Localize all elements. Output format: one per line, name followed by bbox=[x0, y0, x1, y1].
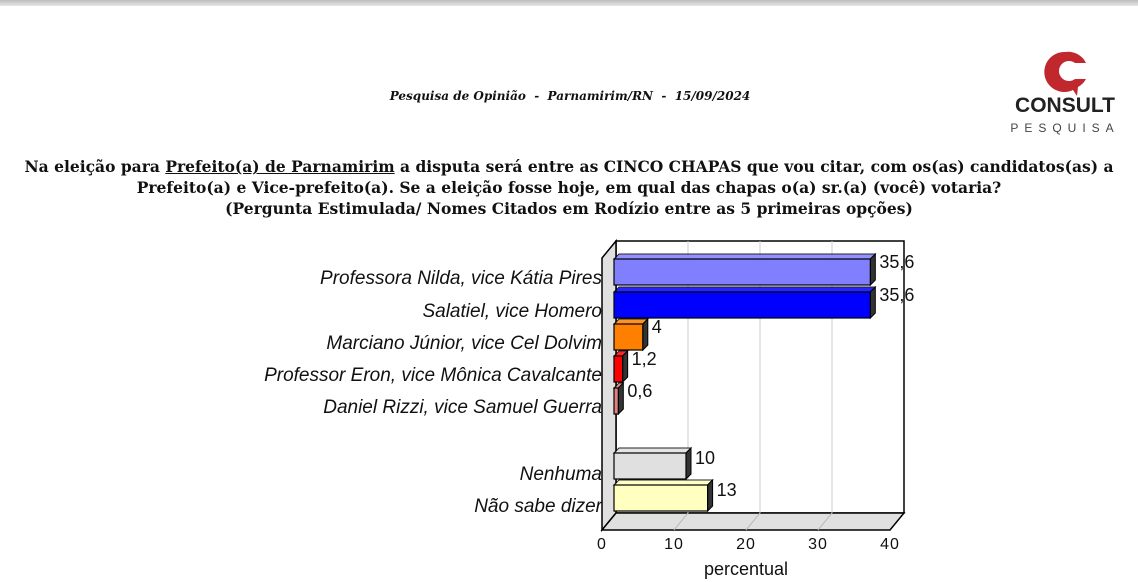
bar-top bbox=[612, 253, 877, 260]
bar bbox=[613, 258, 871, 286]
bar-group bbox=[612, 317, 650, 352]
category-label: Marciano Júnior, vice Cel Dolvim bbox=[326, 333, 602, 354]
category-label: Não sabe dizer bbox=[474, 496, 602, 517]
x-tick-label: 30 bbox=[808, 536, 828, 553]
bar-group bbox=[612, 349, 629, 384]
svg-text:PESQUISA: PESQUISA bbox=[1010, 121, 1119, 135]
category-label: Professora Nilda, vice Kátia Pires bbox=[320, 268, 602, 289]
bar-top bbox=[612, 479, 714, 486]
category-label: Daniel Rizzi, vice Samuel Guerra bbox=[323, 397, 602, 418]
value-label: 1,2 bbox=[632, 349, 657, 369]
svg-text:CONSULT: CONSULT bbox=[1015, 94, 1115, 117]
bar-group bbox=[612, 285, 877, 320]
consult-logo: CONSULT PESQUISA bbox=[1010, 51, 1119, 135]
bar-top bbox=[612, 447, 693, 454]
bar bbox=[613, 355, 624, 383]
bar-group bbox=[612, 446, 693, 481]
x-tick-label: 20 bbox=[736, 536, 756, 553]
bar-group bbox=[612, 252, 877, 287]
category-label: Nenhuma bbox=[520, 464, 602, 485]
x-tick-label: 0 bbox=[597, 536, 607, 553]
value-label: 4 bbox=[652, 317, 662, 337]
value-label: 10 bbox=[695, 448, 715, 468]
value-label: 13 bbox=[717, 480, 737, 500]
value-label: 35,6 bbox=[879, 285, 914, 305]
survey-subtitle: Pesquisa de Opinião - Parnamirim/RN - 15… bbox=[389, 89, 751, 103]
bar-side bbox=[707, 478, 714, 513]
bar-side bbox=[685, 446, 692, 481]
bar bbox=[613, 484, 709, 512]
bar bbox=[613, 323, 644, 351]
floor-gridline bbox=[817, 512, 833, 531]
x-axis-label: percentual bbox=[704, 559, 788, 579]
logo-speech-c-icon bbox=[1044, 51, 1086, 96]
x-tick-label: 40 bbox=[880, 536, 900, 553]
bar-side bbox=[617, 381, 624, 416]
bar-group bbox=[612, 381, 625, 416]
top-border bbox=[0, 0, 1138, 6]
bar-side bbox=[869, 285, 876, 320]
bar-side bbox=[869, 252, 876, 287]
floor-gridline bbox=[673, 512, 689, 531]
value-label: 35,6 bbox=[879, 252, 914, 272]
bar-group bbox=[612, 478, 714, 513]
bar bbox=[613, 291, 871, 319]
bar-top bbox=[612, 286, 877, 293]
bar-top bbox=[612, 318, 650, 325]
bar-side bbox=[642, 317, 649, 352]
category-label: Professor Eron, vice Mônica Cavalcante bbox=[264, 365, 602, 386]
value-label: 0,6 bbox=[627, 381, 652, 401]
floor-gridline bbox=[745, 512, 761, 531]
x-tick-label: 10 bbox=[664, 536, 684, 553]
bar bbox=[613, 387, 619, 415]
question-text: Na eleição para Prefeito(a) de Parnamiri… bbox=[24, 157, 1114, 218]
bar-side bbox=[622, 349, 629, 384]
bar bbox=[613, 452, 687, 480]
category-label: Salatiel, vice Homero bbox=[422, 301, 602, 322]
